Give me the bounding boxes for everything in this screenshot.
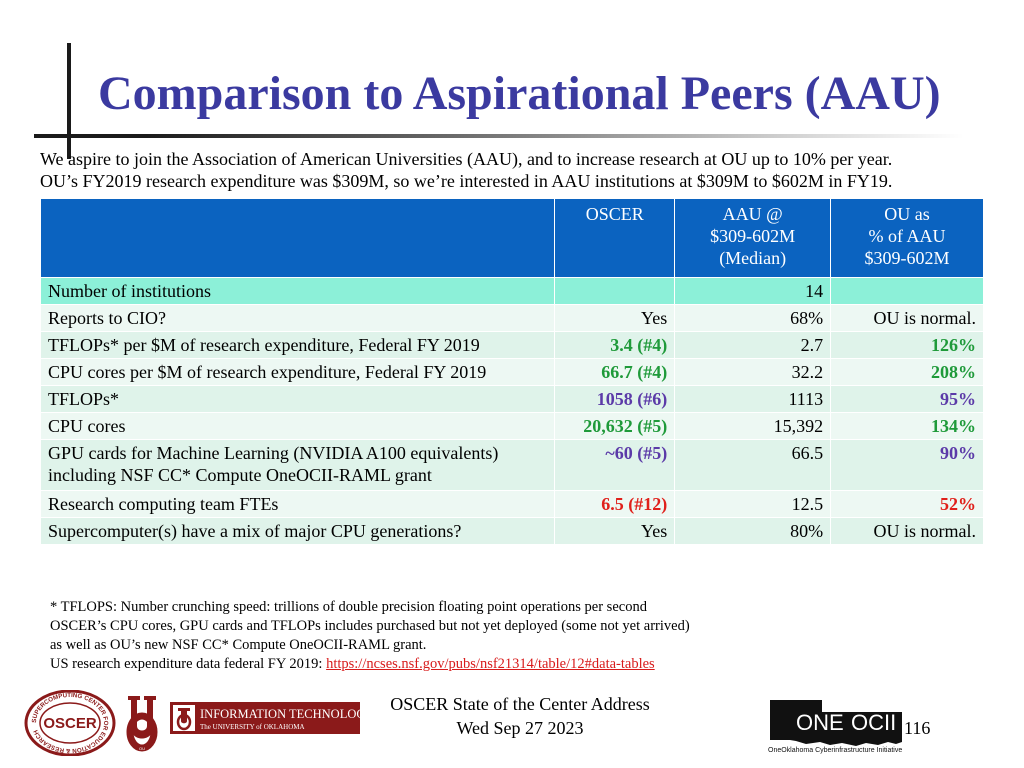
- footer-title: OSCER State of the Center Address: [390, 694, 650, 714]
- aau-median-value: 32.2: [674, 358, 832, 386]
- footnote-source-prefix: US research expenditure data federal FY …: [50, 656, 327, 672]
- ou-percent-value: 52%: [830, 490, 984, 518]
- footnote-tflops: * TFLOPS: Number crunching speed: trilli…: [50, 599, 647, 615]
- aau-median-value: 68%: [674, 304, 832, 332]
- header-label-line: % of AAU: [868, 226, 946, 246]
- it-logo-line1: INFORMATION TECHNOLOGY: [200, 707, 360, 721]
- header-label-line: AAU @: [722, 204, 783, 224]
- row-label: CPU cores: [39, 412, 556, 440]
- row-label: CPU cores per $M of research expenditure…: [39, 358, 556, 386]
- aau-median-value: 66.5: [674, 439, 832, 491]
- oneocii-logo-tagline: OneOklahoma Cyberinfrastructure Initiati…: [768, 747, 902, 754]
- table-row: Research computing team FTEs 6.5 (#12) 12.…: [39, 490, 984, 518]
- oscer-value: 1058 (#6): [554, 385, 676, 413]
- footnote-cores: OSCER’s CPU cores, GPU cards and TFLOPs …: [50, 618, 690, 634]
- it-logo-line2: The UNIVERSITY of OKLAHOMA: [200, 723, 305, 731]
- header-label-line: $309-602M: [710, 226, 796, 246]
- oscer-value: 3.4 (#4): [554, 331, 676, 359]
- aau-median-value: 14: [674, 277, 832, 305]
- ou-logo-text: OU: [139, 746, 145, 751]
- oscer-value: 20,632 (#5): [554, 412, 676, 440]
- table-header-cell: OSCER: [554, 198, 676, 278]
- header-label-line: (Median): [719, 248, 787, 268]
- table-row: TFLOPs* per $M of research expenditure, …: [39, 331, 984, 359]
- slide-number: 116: [904, 718, 931, 738]
- header-label-line: OSCER: [585, 204, 644, 224]
- it-logo: INFORMATION TECHNOLOGY The UNIVERSITY of…: [170, 702, 360, 734]
- oscer-value: [554, 277, 676, 305]
- intro-line-1: We aspire to join the Association of Ame…: [40, 149, 893, 169]
- oscer-value: Yes: [554, 304, 676, 332]
- row-label: Research computing team FTEs: [39, 490, 556, 518]
- row-label: Reports to CIO?: [39, 304, 556, 332]
- header-label-line: OU as: [884, 204, 930, 224]
- table-row: CPU cores per $M of research expenditure…: [39, 358, 984, 386]
- aau-median-value: 15,392: [674, 412, 832, 440]
- row-label: TFLOPs* per $M of research expenditure, …: [39, 331, 556, 359]
- aau-median-value: 2.7: [674, 331, 832, 359]
- footnotes: * TFLOPS: Number crunching speed: trilli…: [50, 598, 710, 674]
- table-header-cell: OU as% of AAU $309-602M: [830, 198, 984, 278]
- oscer-logo: SUPERCOMPUTING CENTER FOR EDUCATION & RE…: [24, 690, 116, 756]
- decorative-horizontal-line: [34, 134, 964, 138]
- oscer-logo-text: OSCER: [43, 715, 97, 732]
- ou-percent-value: 95%: [830, 385, 984, 413]
- table-header-cell: AAU @ $309-602M (Median): [674, 198, 832, 278]
- oscer-value: 6.5 (#12): [554, 490, 676, 518]
- aau-median-value: 1113: [674, 385, 832, 413]
- ou-percent-value: OU is normal.: [830, 304, 984, 332]
- oscer-value: Yes: [554, 517, 676, 545]
- ou-percent-value: 134%: [830, 412, 984, 440]
- row-label: GPU cards for Machine Learning (NVIDIA A…: [39, 439, 556, 491]
- slide-footer: OSCER State of the Center Address Wed Se…: [340, 692, 700, 740]
- table-row: Reports to CIO? Yes 68% OU is normal.: [39, 304, 984, 332]
- oneocii-logo: ONE OCII OneOklahoma Cyberinfrastructure…: [768, 700, 902, 754]
- ou-percent-value: 90%: [830, 439, 984, 491]
- footer-date: Wed Sep 27 2023: [456, 718, 584, 738]
- ou-logo: OU: [120, 692, 164, 752]
- intro-line-2: OU’s FY2019 research expenditure was $30…: [40, 171, 893, 191]
- ou-percent-value: OU is normal.: [830, 517, 984, 545]
- oneocii-logo-one: ONE: [796, 710, 844, 735]
- table-row: Supercomputer(s) have a mix of major CPU…: [39, 517, 984, 545]
- aau-median-value: 80%: [674, 517, 832, 545]
- footnote-grant: as well as OU’s new NSF CC* Compute OneO…: [50, 637, 427, 653]
- decorative-vertical-line: [67, 43, 71, 159]
- intro-text: We aspire to join the Association of Ame…: [40, 148, 1000, 192]
- footnote-source: US research expenditure data federal FY …: [50, 655, 710, 674]
- aau-median-value: 12.5: [674, 490, 832, 518]
- comparison-table: OSCER AAU @ $309-602M (Median) OU as% of AAU…: [39, 198, 984, 545]
- table-row: GPU cards for Machine Learning (NVIDIA A…: [39, 439, 984, 491]
- oscer-value: ~60 (#5): [554, 439, 676, 491]
- table-row: Number of institutions 14: [39, 277, 984, 305]
- slide-title: Comparison to Aspirational Peers (AAU): [98, 67, 941, 120]
- oneocii-logo-ocii: OCII: [851, 710, 896, 735]
- ou-percent-value: 208%: [830, 358, 984, 386]
- source-link[interactable]: https://ncses.nsf.gov/pubs/nsf21314/tabl…: [326, 656, 655, 672]
- table-row: CPU cores 20,632 (#5) 15,392 134%: [39, 412, 984, 440]
- header-label-line: $309-602M: [864, 248, 950, 268]
- table-row: TFLOPs* 1058 (#6) 1113 95%: [39, 385, 984, 413]
- ou-percent-value: 126%: [830, 331, 984, 359]
- table-header-row: OSCER AAU @ $309-602M (Median) OU as% of AAU…: [39, 198, 984, 278]
- oscer-value: 66.7 (#4): [554, 358, 676, 386]
- row-label: Supercomputer(s) have a mix of major CPU…: [39, 517, 556, 545]
- table-body: Number of institutions 14 Reports to CIO? Y…: [39, 277, 984, 545]
- table-header-cell: [39, 198, 556, 278]
- row-label: Number of institutions: [39, 277, 556, 305]
- row-label: TFLOPs*: [39, 385, 556, 413]
- ou-percent-value: [830, 277, 984, 305]
